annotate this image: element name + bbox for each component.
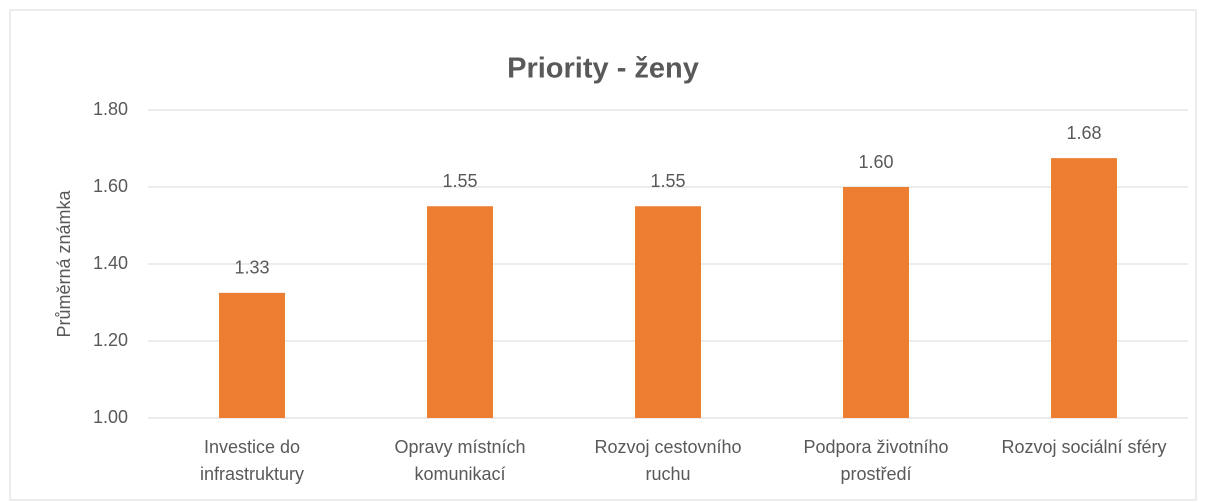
chart-title: Priority - ženy — [507, 53, 699, 85]
y-axis-label: Průměrná známka — [54, 189, 74, 337]
bar — [635, 206, 701, 418]
x-tick-label: Investice do infrastruktury — [199, 437, 305, 484]
data-label: 1.33 — [234, 258, 269, 278]
y-tick-label: 1.40 — [93, 253, 128, 273]
bar — [843, 187, 909, 418]
x-tick-label: Rozvoj cestovního ruchu — [594, 437, 742, 484]
bar — [1051, 158, 1117, 418]
y-tick-label: 1.00 — [93, 407, 128, 427]
x-tick-label: Opravy místních komunikací — [394, 437, 526, 484]
bar — [427, 206, 493, 418]
x-tick-label: Podpora životního prostředí — [803, 437, 949, 484]
data-label: 1.68 — [1066, 123, 1101, 143]
data-label: 1.60 — [858, 152, 893, 172]
y-tick-label: 1.20 — [93, 330, 128, 350]
y-tick-label: 1.60 — [93, 176, 128, 196]
y-tick-label: 1.80 — [93, 99, 128, 119]
data-label: 1.55 — [650, 171, 685, 191]
bar — [219, 292, 285, 418]
data-label: 1.55 — [442, 171, 477, 191]
x-tick-label: Rozvoj sociální sféry — [1001, 437, 1167, 457]
